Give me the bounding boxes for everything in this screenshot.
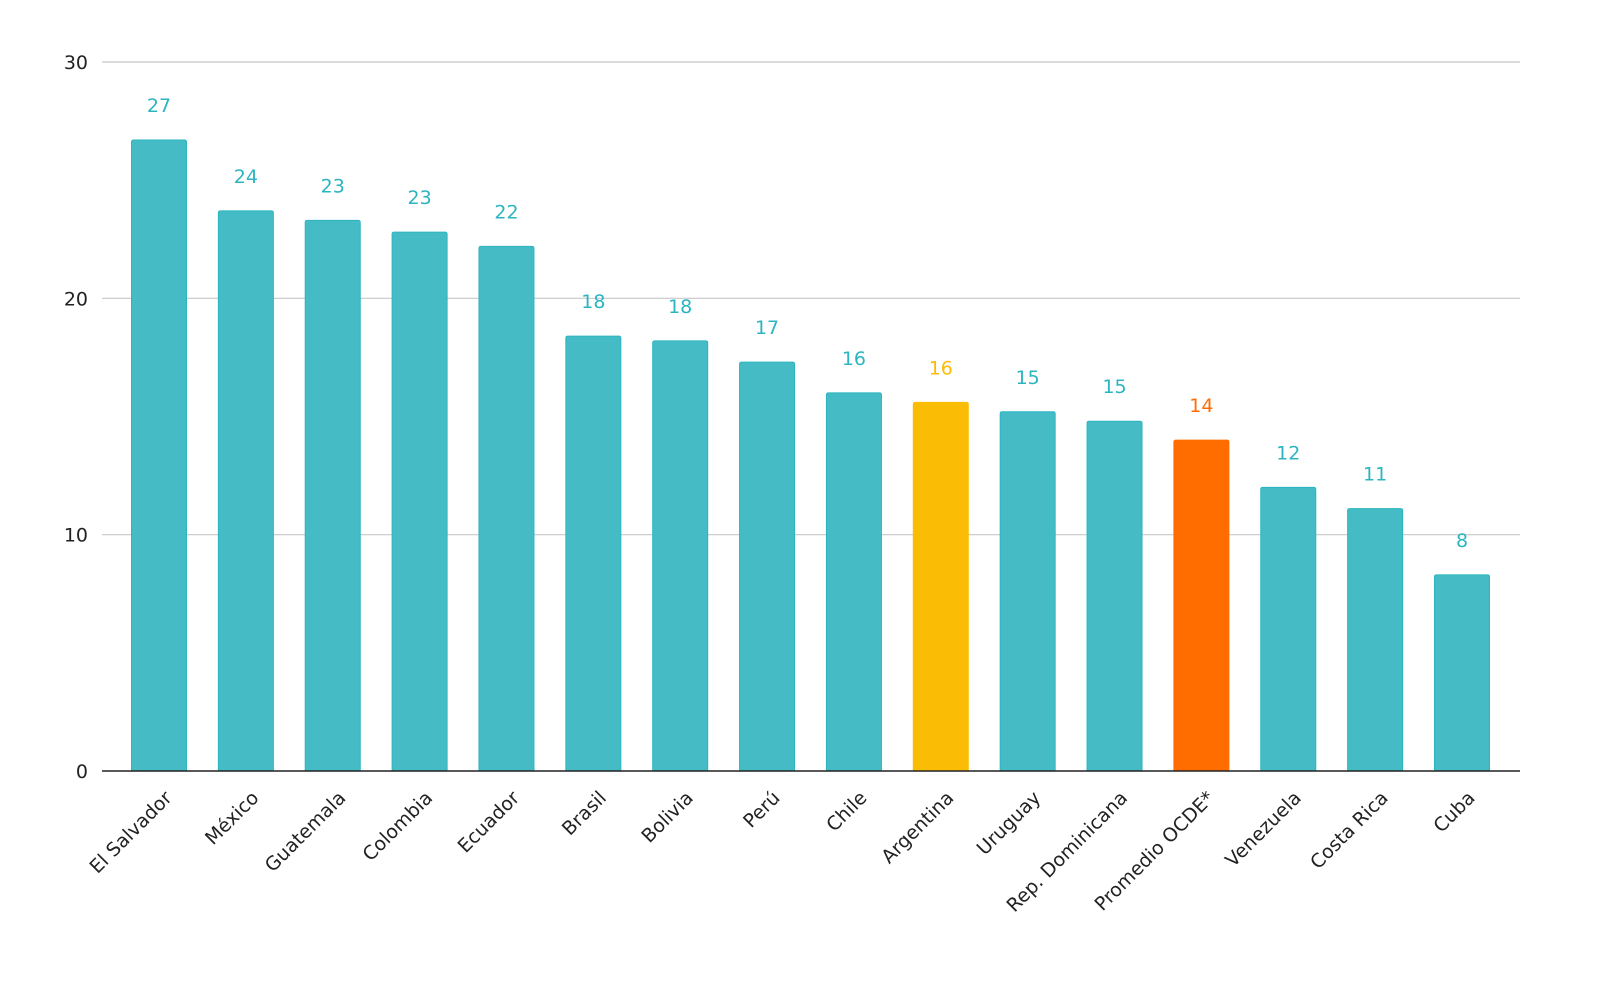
bar [304,219,361,772]
data-label: 15 [1102,376,1126,398]
data-label: 8 [1456,530,1468,552]
data-label: 24 [234,166,258,188]
x-tick-label: Colombia [358,787,437,866]
data-label: 16 [929,357,953,379]
bar [825,392,882,772]
data-labels: 27 24 23 23 22 18 18 17 16 16 15 15 14 12 11 8 [147,95,1468,552]
x-tick-label: Brasil [558,787,611,840]
x-tick-label: Uruguay [973,787,1046,860]
data-label: 14 [1189,395,1213,417]
bar [1347,508,1404,772]
data-label: 18 [668,296,692,318]
y-tick-label: 10 [64,525,88,547]
bar [1260,486,1317,772]
bar [478,245,535,772]
y-tick-label: 20 [64,288,88,310]
data-label: 23 [408,187,432,209]
x-tick-label: El Salvador [86,787,177,878]
x-tick-label: Guatemala [261,787,351,877]
bar [912,401,969,772]
bar [739,361,796,772]
bar [1173,439,1230,772]
data-label: 27 [147,95,171,117]
x-tick-label: Costa Rica [1306,787,1393,874]
bar [217,210,274,772]
x-tick-label: México [201,787,263,849]
y-tick-label: 0 [76,761,88,783]
data-label: 22 [494,201,518,223]
x-tick-label: Argentina [877,787,958,868]
bar [999,411,1056,772]
data-label: 15 [1016,367,1040,389]
x-tick-label: Venezuela [1221,787,1306,872]
x-tick-label: Ecuador [454,787,525,858]
data-label: 11 [1363,464,1387,486]
x-tick-label: Chile [822,787,871,836]
data-label: 23 [321,175,345,197]
bar [131,139,187,772]
data-label: 17 [755,317,779,339]
data-label: 12 [1276,442,1300,464]
bar [1434,574,1490,772]
x-tick-label: Perú [739,787,784,832]
bar [1086,420,1143,772]
bar [652,340,709,772]
data-label: 16 [842,348,866,370]
bars [131,139,1490,772]
x-tick-label: Cuba [1429,787,1479,837]
data-label: 18 [581,291,605,313]
bar [391,231,448,772]
x-tick-label: Bolivia [637,787,697,847]
bar [565,335,622,772]
y-axis-ticks: 0 10 20 30 [64,52,88,783]
y-tick-label: 30 [64,52,88,74]
